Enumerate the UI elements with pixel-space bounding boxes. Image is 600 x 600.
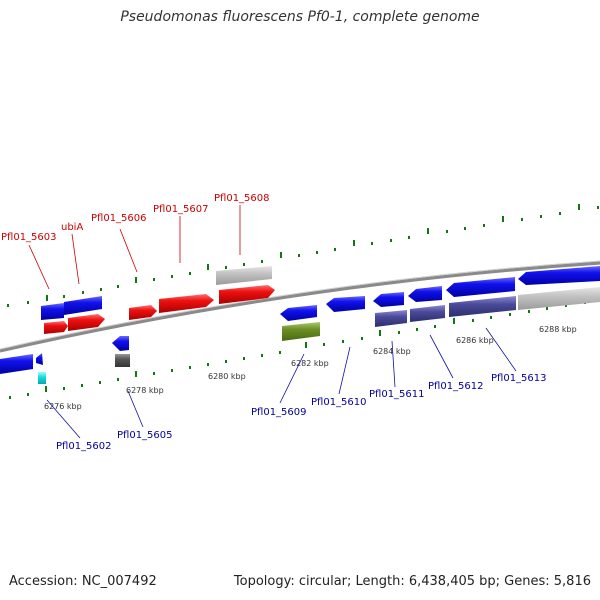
gene-olive-pfl01-5609[interactable] xyxy=(282,322,320,341)
gene-arrow-pfl01-5611[interactable] xyxy=(373,292,404,307)
gene-arrow-ubia[interactable] xyxy=(68,314,105,331)
gene-arrow-pfl01-5605[interactable] xyxy=(112,336,129,351)
leader-line xyxy=(28,244,50,290)
gene-purple-5611[interactable] xyxy=(375,310,407,327)
gene-arrow-pfl01-5612[interactable] xyxy=(408,286,442,302)
reverse-leaders xyxy=(46,327,517,439)
gene-purple-5613[interactable] xyxy=(449,296,516,317)
forward-genes xyxy=(41,266,275,334)
gene-label-reverse[interactable]: Pfl01_5613 xyxy=(491,373,547,384)
genome-backbone xyxy=(0,261,600,353)
scale-label: 6282 kbp xyxy=(291,359,329,368)
gene-label-forward[interactable]: Pfl01_5607 xyxy=(153,204,209,215)
leader-line xyxy=(71,233,80,285)
leader-line xyxy=(391,340,396,388)
reverse-labels: Pfl01_5602 Pfl01_5605 Pfl01_5609 Pfl01_5… xyxy=(56,373,547,452)
leader-line xyxy=(429,334,454,379)
leader-line xyxy=(338,346,351,395)
gene-arrow-pfl01-5610[interactable] xyxy=(326,296,365,312)
gene-arrow-pfl01-5606[interactable] xyxy=(129,305,157,320)
gene-arrow-pfl01-5613[interactable] xyxy=(446,277,515,297)
gene-cyan-marker[interactable] xyxy=(38,372,46,384)
scale-label: 6280 kbp xyxy=(208,372,246,381)
gene-arrow-blue-upper-1[interactable] xyxy=(41,303,64,320)
leader-line xyxy=(46,399,81,439)
gene-arrow-pfl01-5607[interactable] xyxy=(159,294,214,313)
gene-arrow-pfl01-5608[interactable] xyxy=(219,285,275,304)
scale-label: 6288 kbp xyxy=(539,325,577,334)
gene-label-forward[interactable]: Pfl01_5608 xyxy=(214,193,270,204)
gene-arrow-pfl01-5603[interactable] xyxy=(44,321,68,334)
gene-label-reverse[interactable]: Pfl01_5610 xyxy=(311,397,367,408)
gene-muted-5608-region[interactable] xyxy=(216,266,272,285)
gene-dark-pfl01-5605[interactable] xyxy=(115,354,130,367)
gene-label-reverse[interactable]: Pfl01_5605 xyxy=(117,430,173,441)
gene-label-reverse[interactable]: Pfl01_5609 xyxy=(251,407,307,418)
leader-line xyxy=(279,353,305,404)
forward-labels: Pfl01_5603 ubiA Pfl01_5606 Pfl01_5607 Pf… xyxy=(1,193,270,243)
scale-label: 6284 kbp xyxy=(373,347,411,356)
forward-leaders xyxy=(28,205,241,290)
gene-arrow-pfl01-5609[interactable] xyxy=(280,305,317,321)
genome-summary-text: Topology: circular; Length: 6,438,405 bp… xyxy=(233,574,591,589)
gene-label-forward[interactable]: Pfl01_5606 xyxy=(91,213,147,224)
leader-line xyxy=(127,390,144,428)
scale-label: 6278 kbp xyxy=(126,386,164,395)
accession-text: Accession: NC_007492 xyxy=(9,574,157,589)
scale-labels: 6276 kbp 6278 kbp 6280 kbp 6282 kbp 6284… xyxy=(44,325,577,411)
leader-line xyxy=(485,327,517,372)
gene-label-reverse[interactable]: Pfl01_5612 xyxy=(428,381,484,392)
gene-label-reverse[interactable]: Pfl01_5602 xyxy=(56,441,112,452)
gene-arrow-pfl01-5602[interactable] xyxy=(0,354,33,374)
outer-tick-track xyxy=(7,204,599,307)
gene-arrow-blue-upper-2[interactable] xyxy=(64,296,102,315)
page-title: Pseudomonas fluorescens Pf0-1, complete … xyxy=(120,9,480,25)
gene-muted-right[interactable] xyxy=(518,287,600,310)
leader-line xyxy=(119,228,138,273)
gene-label-forward[interactable]: ubiA xyxy=(61,222,83,233)
scale-label: 6286 kbp xyxy=(456,336,494,345)
gene-label-forward[interactable]: Pfl01_5603 xyxy=(1,232,57,243)
gene-arrow-pfl01-5602-tip[interactable] xyxy=(36,353,43,365)
scale-label: 6276 kbp xyxy=(44,402,82,411)
inner-tick-track xyxy=(9,301,586,399)
reverse-genes xyxy=(0,266,600,384)
gene-purple-5612[interactable] xyxy=(410,305,445,322)
gene-label-reverse[interactable]: Pfl01_5611 xyxy=(369,389,425,400)
gene-arrow-blue-right[interactable] xyxy=(518,266,600,285)
genome-backbone-highlight xyxy=(0,260,600,350)
